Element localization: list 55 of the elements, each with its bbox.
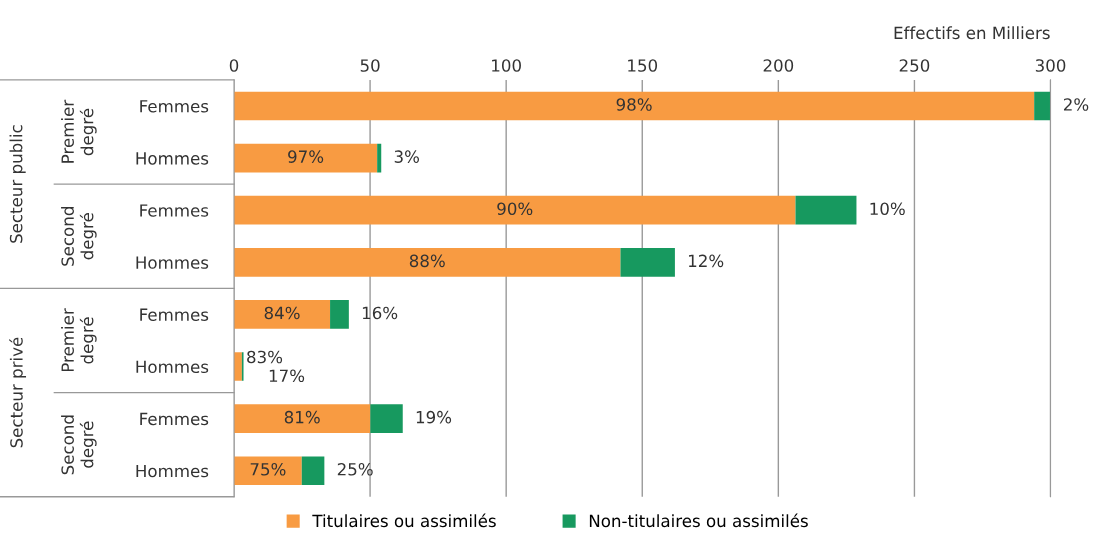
annotation: 84% xyxy=(264,306,300,320)
bar xyxy=(234,352,242,381)
bar xyxy=(301,456,325,486)
text: Second degré xyxy=(61,415,97,475)
bar xyxy=(234,456,302,486)
bar xyxy=(620,247,675,277)
y-tick-label: Hommes xyxy=(136,152,209,165)
bar xyxy=(370,404,403,433)
annotation: 81% xyxy=(284,410,320,424)
annotation: 25% xyxy=(337,462,373,476)
annotation: 88% xyxy=(409,254,445,268)
y-tick-label: Hommes xyxy=(136,256,209,269)
annotation: 75% xyxy=(250,462,286,476)
annotation: 83% xyxy=(247,350,283,364)
annotation: 90% xyxy=(497,202,533,216)
legend-label: Titulaires ou assimilés xyxy=(312,513,496,528)
bar xyxy=(1034,91,1051,121)
text: 2% xyxy=(1063,98,1089,111)
legend-label: Non-titulaires ou assimilés xyxy=(589,513,808,528)
text: Second degré xyxy=(61,207,97,266)
y-tick-label: Femmes xyxy=(140,412,209,426)
x-tick-label: 150 xyxy=(628,59,658,72)
bar xyxy=(234,247,621,277)
text: Secteur privé xyxy=(9,337,27,448)
x-axis-title: Effectifs en Milliers xyxy=(894,26,1050,40)
x-tick-label: 100 xyxy=(492,59,521,72)
bar xyxy=(377,143,382,173)
text: Premier degré xyxy=(61,308,97,372)
annotation: 12% xyxy=(689,254,724,268)
x-tick-label: 0 xyxy=(229,59,239,72)
bar xyxy=(330,300,349,329)
bar xyxy=(234,143,378,173)
y-tick-label: Hommes xyxy=(136,464,209,478)
x-tick-label: 50 xyxy=(360,59,380,72)
bar xyxy=(795,195,857,225)
annotation: 17% xyxy=(269,369,305,383)
annotation: 98% xyxy=(616,98,652,111)
y-tick-label: Hommes xyxy=(136,360,209,374)
x-tick-label: 200 xyxy=(763,59,794,72)
x-tick-label: 250 xyxy=(899,59,930,72)
annotation: 16% xyxy=(362,306,398,320)
bar xyxy=(234,300,331,329)
text: Secteur public xyxy=(9,125,26,243)
y-tick-label: Femmes xyxy=(140,100,209,113)
annotation: 97% xyxy=(288,150,324,163)
text: Premier degré xyxy=(61,99,97,163)
y-tick-label: Femmes xyxy=(140,308,209,321)
bar xyxy=(234,404,371,433)
bar xyxy=(234,91,1035,121)
bar xyxy=(234,195,796,225)
x-tick-label: 300 xyxy=(1035,59,1066,72)
annotation: 10% xyxy=(870,202,905,216)
y-tick-label: Femmes xyxy=(140,204,209,217)
annotation: 19% xyxy=(416,410,452,424)
annotation: 3% xyxy=(394,150,420,163)
